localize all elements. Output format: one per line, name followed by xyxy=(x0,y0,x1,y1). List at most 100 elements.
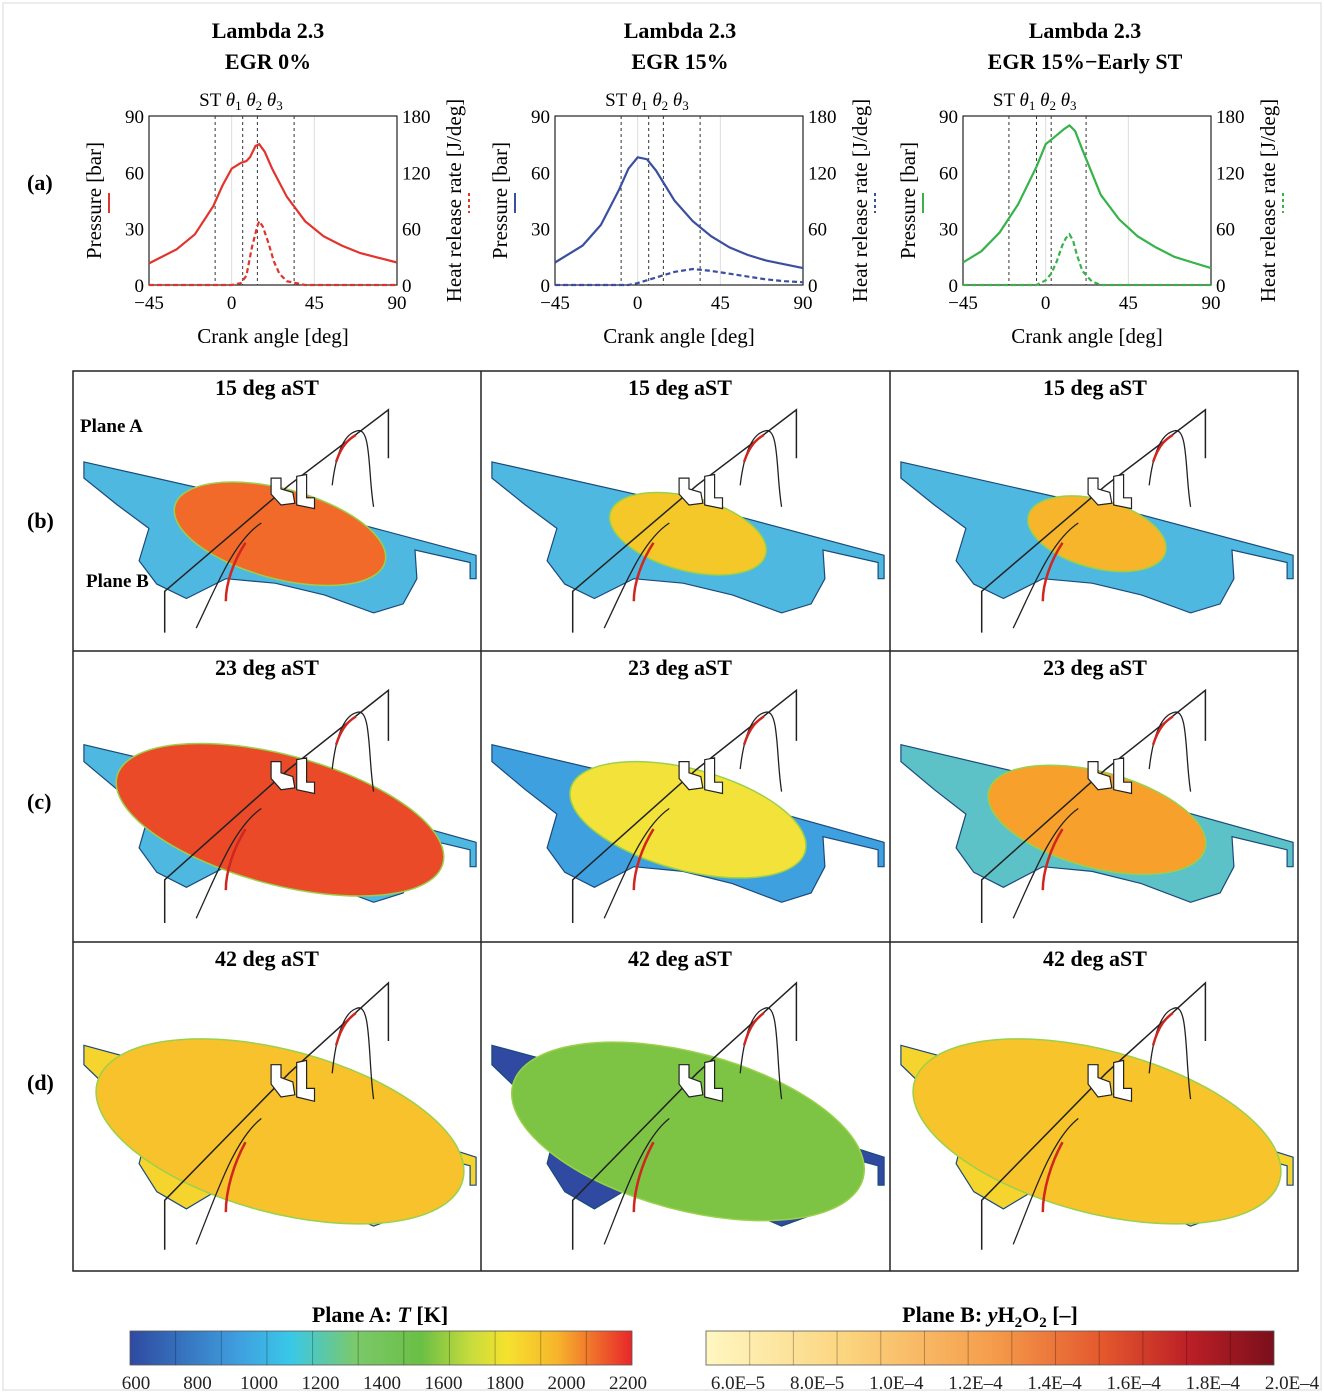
plane-b-lobe xyxy=(1012,1117,1079,1245)
colorbar-tick-label: 1000 xyxy=(240,1373,278,1393)
h2o2-front xyxy=(742,1011,765,1046)
plane-b-lobe xyxy=(331,429,375,507)
y-tick-label: 60 xyxy=(939,163,958,184)
injector xyxy=(270,1064,296,1098)
snapshot-title: 23 deg aST xyxy=(1043,655,1147,680)
injector xyxy=(270,760,296,791)
marker-labels: ST θ1 θ2 θ3 xyxy=(199,90,283,113)
row-label-d: (d) xyxy=(27,1070,54,1095)
colorbar-tick-label: 2000 xyxy=(548,1373,586,1393)
colorbar-temperature-title: Plane A: T [K] xyxy=(312,1302,448,1327)
y-tick-label: 0 xyxy=(541,276,551,297)
injector xyxy=(1087,1064,1113,1098)
pressure-line xyxy=(962,123,1212,270)
h2o2-front xyxy=(1151,433,1174,463)
y2-tick-label: 60 xyxy=(1216,220,1235,241)
spark-plug xyxy=(704,1059,724,1103)
pressure-line xyxy=(554,156,804,270)
plane-b-lobe xyxy=(739,429,783,507)
chart-title-line2: EGR 15% xyxy=(631,49,728,74)
plane-b-lobe xyxy=(603,522,670,629)
plane-b-outline xyxy=(571,688,798,923)
h2o2-front xyxy=(1151,1011,1174,1046)
plane-b-outline xyxy=(163,688,390,923)
h2o2-front xyxy=(224,828,247,891)
colorbar-tick-label: 2.0E–4 xyxy=(1265,1373,1320,1393)
colorbar-tick-label: 1400 xyxy=(363,1373,401,1393)
x-tick-label: 45 xyxy=(711,293,730,314)
injector xyxy=(678,477,704,506)
plane-b-outline xyxy=(980,981,1207,1250)
snapshot-title: 42 deg aST xyxy=(1043,946,1147,971)
flame-region xyxy=(115,742,445,897)
x-axis-label: Crank angle [deg] xyxy=(1011,324,1163,348)
plane-b-lobe xyxy=(603,1117,670,1245)
injector xyxy=(270,477,296,506)
marker-labels: ST θ1 θ2 θ3 xyxy=(993,90,1077,113)
flame-region xyxy=(987,764,1207,876)
heat-release-line xyxy=(963,232,1211,287)
snapshot-title: 15 deg aST xyxy=(628,375,732,400)
x-tick-label: 0 xyxy=(227,293,237,314)
y2-tick-label: 180 xyxy=(808,107,837,128)
colorbar-tick-label: 1.4E–4 xyxy=(1027,1373,1082,1393)
x-axis-label: Crank angle [deg] xyxy=(603,324,755,348)
y-tick-label: 60 xyxy=(531,163,550,184)
colorbar-tick-label: 1.6E–4 xyxy=(1107,1373,1162,1393)
spark-plug xyxy=(1113,1059,1133,1103)
h2o2-front xyxy=(632,1141,655,1213)
y2-tick-label: 60 xyxy=(808,220,827,241)
row-label-c: (c) xyxy=(27,789,51,814)
y-axis-label: Pressure [bar] xyxy=(82,142,106,259)
chart-3: Lambda 2.3 EGR 15%−Early ST ST θ1 θ2 θ3 −45… xyxy=(896,18,1284,348)
h2o2-front xyxy=(1041,828,1064,891)
h2o2-front xyxy=(334,715,357,746)
x-tick-label: −45 xyxy=(134,293,164,314)
colorbar-tick-label: 1.8E–4 xyxy=(1186,1373,1241,1393)
chart-title-line2: EGR 0% xyxy=(225,49,311,74)
y-tick-label: 0 xyxy=(949,276,959,297)
snapshot-cell: 42 deg aST xyxy=(491,946,885,1250)
spark-plug xyxy=(296,757,316,795)
row-label-b: (b) xyxy=(27,508,54,533)
marker-labels: ST θ1 θ2 θ3 xyxy=(605,90,689,113)
spark-plug xyxy=(1113,473,1133,510)
colorbar-h2o2-title: Plane B: yH2O2 [–] xyxy=(902,1302,1078,1331)
flame-region xyxy=(912,1038,1282,1225)
colorbar-tick-label: 1200 xyxy=(302,1373,340,1393)
plane-b-lobe xyxy=(195,807,262,919)
snapshot-title: 23 deg aST xyxy=(215,655,319,680)
plane-b-outline xyxy=(571,981,798,1250)
h2o2-front xyxy=(334,433,357,463)
spark-plug xyxy=(1113,757,1133,795)
colorbar-tick-label: 1800 xyxy=(486,1373,524,1393)
x-tick-label: 45 xyxy=(1119,293,1138,314)
plane-b-label: Plane B xyxy=(86,571,149,592)
h2o2-front xyxy=(632,828,655,891)
y-tick-label: 30 xyxy=(531,220,550,241)
colorbar-temperature: Plane A: T [K] 600 800 1000 1200 1400 1600 180… xyxy=(122,1302,647,1393)
plane-a-label: Plane A xyxy=(80,416,143,437)
row-label-a: (a) xyxy=(27,170,53,195)
snapshot-cell: 15 deg aST xyxy=(900,375,1294,633)
y-tick-label: 90 xyxy=(939,107,958,128)
injector xyxy=(1087,760,1113,791)
snapshots: 15 deg aST 15 deg aST 15 deg aST 23 deg aST… xyxy=(83,375,1294,1250)
y2-tick-label: 180 xyxy=(1216,107,1245,128)
x-tick-label: 0 xyxy=(633,293,643,314)
pressure-line xyxy=(148,142,398,265)
y2-tick-label: 120 xyxy=(808,163,837,184)
spark-plug xyxy=(704,757,724,795)
plane-b-lobe xyxy=(1148,711,1192,792)
snapshot-cell: 42 deg aST xyxy=(900,946,1294,1250)
y2-tick-label: 60 xyxy=(402,220,421,241)
h2o2-front xyxy=(1041,542,1064,602)
snapshot-title: 23 deg aST xyxy=(628,655,732,680)
colorbar-tick-label: 2200 xyxy=(609,1373,647,1393)
plane-b-outline xyxy=(163,981,390,1250)
y-tick-label: 60 xyxy=(125,163,144,184)
x-tick-label: 90 xyxy=(1202,293,1221,314)
y2-axis-label: Heat release rate [J/deg] xyxy=(848,99,872,302)
